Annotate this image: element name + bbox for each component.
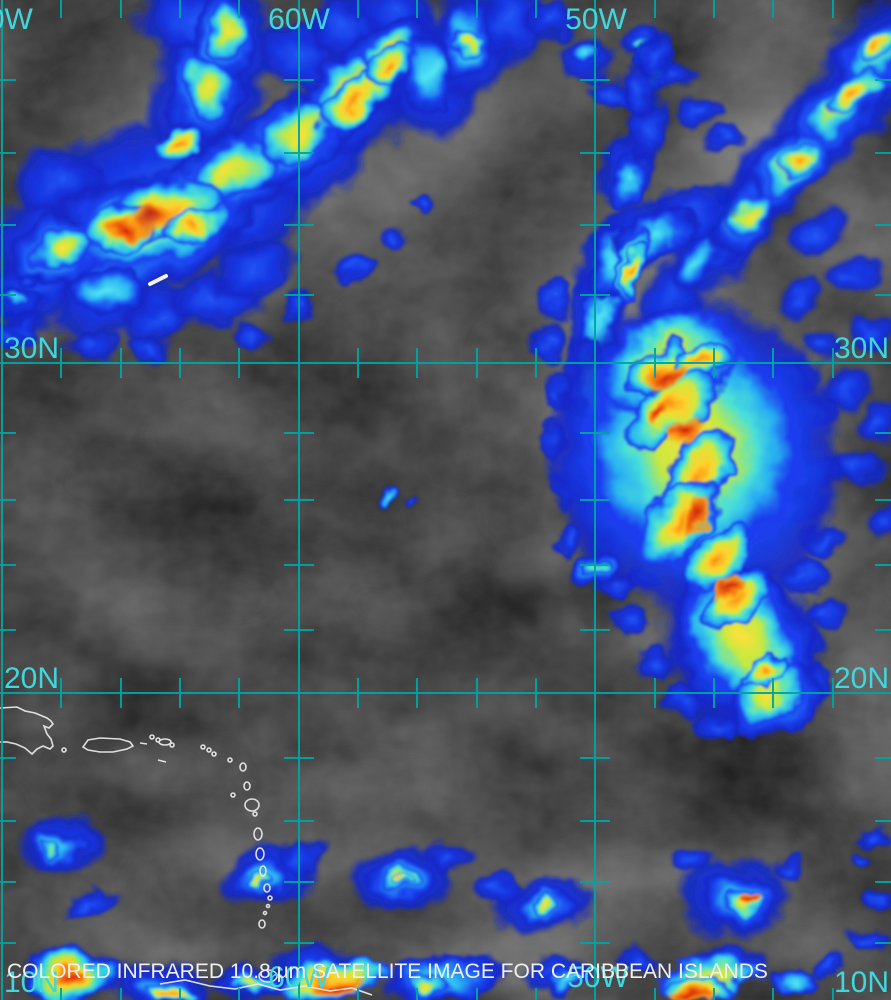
lon-label-60w-top: 60W xyxy=(268,3,330,36)
caption-title: COLORED INFRARED 10.8 μm SATELLITE IMAGE… xyxy=(7,960,768,983)
storm-front-northwest xyxy=(0,0,747,364)
image-caption: COLORED INFRARED 10.8 μm SATELLITE IMAGE… xyxy=(7,912,768,1000)
lat-label-30n-left: 30N xyxy=(4,332,60,365)
latitude-lines xyxy=(0,362,891,694)
coast-trinidad xyxy=(258,969,278,983)
convection-cells-south xyxy=(0,268,891,1000)
coast-puerto-rico xyxy=(81,737,135,753)
lon-label-50w-top: 50W xyxy=(565,3,627,36)
lat-label-10n-right: 10N xyxy=(833,966,889,999)
lat-label-20n-right: 20N xyxy=(833,662,889,695)
lon-label-60w-bottom: 60W xyxy=(268,961,330,994)
lon-label-70w-top: 70W xyxy=(0,3,33,36)
coastlines xyxy=(0,706,373,996)
cloud-band-northeast xyxy=(635,0,891,538)
lon-label-50w-bottom: 50W xyxy=(567,961,629,994)
longitude-ticks xyxy=(60,0,834,1000)
lat-label-30n-right: 30N xyxy=(833,332,889,365)
contrail-streak xyxy=(148,274,168,286)
coast-lesser-antilles xyxy=(200,744,273,929)
lat-label-20n-left: 20N xyxy=(4,662,60,695)
lat-label-10n-left: 10N xyxy=(4,966,60,999)
coast-south-america xyxy=(159,979,373,996)
storm-main-center xyxy=(532,31,849,742)
latitude-ticks xyxy=(0,79,891,944)
coast-hispaniola xyxy=(0,706,55,756)
